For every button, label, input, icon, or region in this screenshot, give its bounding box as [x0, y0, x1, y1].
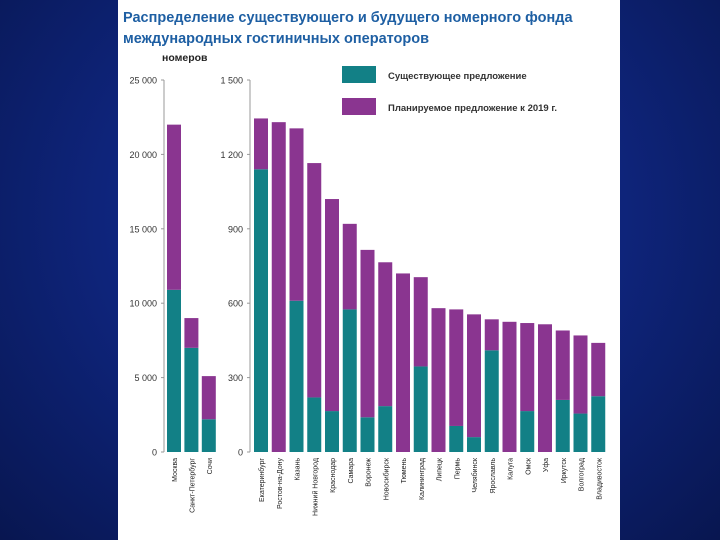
category-label-омск: Омск	[525, 457, 532, 475]
bar-planned-иркутск	[555, 330, 570, 400]
category-label-челябинск: Челябинск	[471, 457, 479, 492]
y-tick-label: 10 000	[129, 299, 157, 309]
category-label-пермь: Пермь	[454, 458, 461, 480]
panel-regional-cities: 0 300 600 900 1 200 1 500 Екатеринбург Ростов-н…	[220, 76, 606, 516]
legend-swatch-planned	[342, 98, 376, 115]
category-label-владивосток: Владивосток	[596, 457, 603, 500]
bar-existing-иркутск	[555, 399, 570, 452]
bar-existing-воронеж	[360, 417, 375, 452]
bar-planned-челябинск	[467, 314, 481, 438]
category-label-уфа: Уфа	[543, 458, 550, 472]
category-label-краснодар: Краснодар	[330, 458, 337, 493]
bar-existing-владивосток	[591, 396, 606, 452]
bar-planned-ярославль	[484, 319, 499, 351]
y-tick-label: 600	[228, 299, 243, 309]
category-label-москва: Москва	[172, 458, 179, 482]
category-label-самара: Самара	[348, 458, 355, 484]
chart-title-line-2: международных гостиничных операторов	[123, 31, 430, 47]
category-label-новосибирск: Новосибирск	[382, 457, 390, 500]
bar-existing-омск	[520, 411, 535, 452]
bar-existing-нижний-новгород	[307, 397, 322, 452]
bar-planned-тюмень	[396, 273, 410, 452]
bar-planned-калуга	[502, 321, 517, 452]
bar-planned-омск	[520, 323, 535, 412]
bar-existing-казань	[289, 300, 304, 452]
bar-existing-екатеринбург	[254, 169, 268, 452]
bar-planned-воронеж	[360, 249, 375, 418]
category-label-воронеж: Воронеж	[366, 458, 373, 487]
chart-title-line-1: Распределение существующего и будущего н…	[123, 10, 573, 26]
bar-planned-ростов-на-дону	[271, 122, 286, 452]
category-label-волгоград: Волгоград	[579, 458, 586, 491]
bar-existing-пермь	[449, 425, 464, 452]
category-label-нижний-новгород: Нижний Новгород	[311, 458, 319, 516]
category-label-калининград: Калининград	[419, 458, 426, 500]
bar-existing-санкт-петербург	[184, 347, 199, 452]
category-label-ярославль: Ярославль	[490, 458, 497, 494]
y-tick-label: 0	[152, 448, 157, 458]
bar-existing-челябинск	[467, 437, 481, 452]
category-label-ростов-на-дону: Ростов-на-Дону	[277, 458, 284, 509]
bar-planned-волгоград	[573, 335, 588, 414]
bar-existing-сочи	[201, 419, 216, 452]
bar-existing-самара	[342, 309, 357, 452]
category-label-тюмень: Тюмень	[401, 458, 408, 484]
y-tick-label: 25 000	[129, 76, 157, 86]
category-label-калуга: Калуга	[508, 458, 515, 480]
y-tick-label: 1 200	[220, 150, 243, 160]
y-tick-label: 15 000	[129, 224, 157, 234]
y-tick-label: 5 000	[134, 373, 157, 383]
bar-existing-волгоград	[573, 413, 588, 452]
category-label-санкт-петербург: Санкт-Петербург	[188, 458, 196, 513]
bar-existing-новосибирск	[378, 406, 393, 452]
bar-planned-калининград	[413, 277, 428, 367]
bar-existing-краснодар	[325, 411, 339, 452]
category-label-сочи: Сочи	[207, 458, 214, 474]
bar-planned-екатеринбург	[254, 118, 268, 170]
bar-planned-казань	[289, 128, 304, 301]
panel-federal-cities: 0 5 000 10 000 15 000 20 000 25 000 Москва Санк…	[129, 76, 216, 513]
y-tick-label: 0	[238, 448, 243, 458]
y-tick-label: 1 500	[220, 76, 243, 86]
bar-existing-москва	[167, 289, 181, 452]
y-tick-label: 900	[228, 224, 243, 234]
y-tick-label: 20 000	[129, 150, 157, 160]
bar-planned-новосибирск	[378, 262, 393, 407]
bar-planned-владивосток	[591, 342, 606, 397]
bar-planned-санкт-петербург	[184, 318, 199, 348]
y-tick-label: 300	[228, 373, 243, 383]
bar-planned-пермь	[449, 309, 464, 426]
chart-title: Распределение существующего и будущего н…	[123, 8, 603, 50]
category-label-казань: Казань	[295, 458, 302, 481]
bar-existing-ярославль	[484, 350, 499, 452]
bar-planned-липецк	[431, 308, 446, 452]
category-label-липецк: Липецк	[437, 457, 444, 481]
bar-planned-москва	[167, 124, 181, 290]
legend: Существующее предложение Планируемое пре…	[342, 66, 557, 115]
legend-label-planned: Планируемое предложение к 2019 г.	[388, 103, 557, 114]
category-label-екатеринбург: Екатеринбург	[258, 458, 266, 502]
bar-planned-нижний-новгород	[307, 163, 322, 398]
y-unit-label: номеров	[162, 52, 208, 64]
bar-planned-сочи	[201, 376, 216, 420]
legend-swatch-existing	[342, 66, 376, 83]
legend-label-existing: Существующее предложение	[388, 71, 527, 82]
bar-planned-уфа	[538, 324, 552, 452]
category-label-иркутск: Иркутск	[561, 457, 568, 483]
bar-planned-самара	[342, 223, 357, 310]
bar-existing-калининград	[413, 366, 428, 452]
bar-planned-краснодар	[325, 199, 339, 412]
